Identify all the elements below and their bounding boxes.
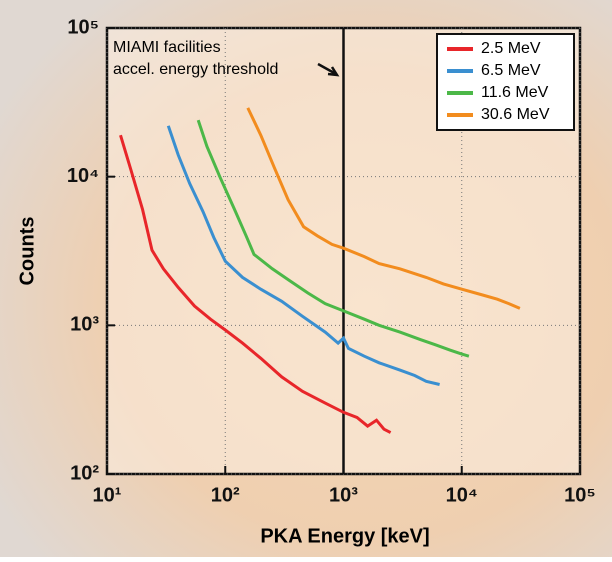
annotation: accel. energy threshold	[113, 61, 278, 78]
x-tick-label: 10³	[329, 484, 358, 506]
y-tick-label: 10³	[70, 314, 99, 336]
x-axis-label: PKA Energy [keV]	[260, 525, 429, 547]
y-tick-label: 10⁴	[67, 165, 99, 187]
legend-label: 11.6 MeV	[481, 84, 549, 101]
line	[196, 119, 470, 358]
annotation: MIAMI facilities	[113, 39, 221, 56]
x-tick-label: 10²	[211, 484, 240, 506]
line	[119, 134, 392, 434]
y-axis-label: Counts	[16, 217, 38, 286]
x-tick-label: 10¹	[93, 484, 122, 506]
x-tick-label: 10⁴	[446, 484, 478, 506]
legend-label: 6.5 MeV	[481, 62, 541, 79]
y-tick-label: 10⁵	[67, 16, 99, 38]
line	[166, 125, 440, 386]
legend-label: 2.5 MeV	[481, 40, 541, 57]
legend: 2.5 MeV 6.5 MeV 11.6 MeV 30.6 MeV	[436, 33, 575, 131]
annotation-arrow	[317, 62, 340, 77]
legend-label: 30.6 MeV	[481, 106, 550, 123]
x-tick-label: 10⁵	[564, 484, 596, 506]
y-tick-label: 10²	[70, 462, 99, 484]
line	[246, 107, 521, 310]
